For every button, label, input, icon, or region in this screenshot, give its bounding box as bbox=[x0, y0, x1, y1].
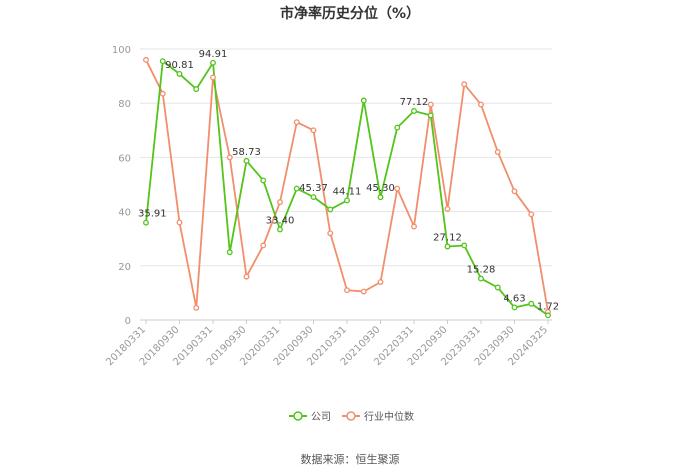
y-tick-label: 20 bbox=[118, 262, 131, 273]
data-point-company[interactable] bbox=[478, 275, 484, 282]
data-label: 35.91 bbox=[138, 209, 167, 220]
y-tick-label: 40 bbox=[118, 208, 131, 219]
data-point-company[interactable] bbox=[327, 206, 334, 213]
data-point-industry-median[interactable] bbox=[344, 287, 350, 294]
data-point-company[interactable] bbox=[344, 197, 350, 204]
data-point-company[interactable] bbox=[461, 242, 468, 249]
data-point-company[interactable] bbox=[528, 300, 535, 307]
y-tick-label: 80 bbox=[118, 99, 131, 110]
data-point-industry-median[interactable] bbox=[427, 101, 434, 108]
data-point-industry-median[interactable] bbox=[210, 74, 216, 81]
y-axis: 0 20 40 60 80 100 bbox=[112, 45, 131, 327]
data-point-company[interactable] bbox=[377, 194, 384, 201]
legend-label: 行业中位数 bbox=[364, 410, 414, 423]
data-point-industry-median[interactable] bbox=[461, 81, 468, 88]
data-label: 58.73 bbox=[232, 147, 261, 158]
y-tick-label: 60 bbox=[118, 153, 131, 164]
data-point-company[interactable] bbox=[545, 312, 551, 319]
data-point-industry-median[interactable] bbox=[394, 185, 401, 192]
data-label: 45.37 bbox=[299, 183, 328, 194]
data-point-industry-median[interactable] bbox=[478, 101, 484, 108]
data-point-industry-median[interactable] bbox=[494, 149, 501, 155]
data-point-company[interactable] bbox=[511, 304, 518, 311]
data-point-company[interactable] bbox=[176, 70, 183, 77]
legend[interactable]: 公司 行业中位数 bbox=[289, 410, 414, 423]
data-point-industry-median[interactable] bbox=[360, 288, 367, 295]
data-labels: 35.91 90.81 94.91 58.73 33.40 45.37 44.11 45.30… bbox=[138, 49, 559, 313]
data-label: 45.30 bbox=[366, 183, 395, 194]
grid-lines bbox=[140, 48, 552, 321]
data-point-industry-median[interactable] bbox=[411, 223, 417, 230]
data-point-industry-median[interactable] bbox=[193, 304, 200, 311]
legend-item-company[interactable]: 公司 bbox=[289, 411, 331, 423]
legend-label: 公司 bbox=[311, 412, 331, 423]
data-point-industry-median[interactable] bbox=[176, 219, 183, 226]
data-point-company[interactable] bbox=[310, 194, 317, 200]
legend-item-industry-median[interactable]: 行业中位数 bbox=[342, 410, 414, 423]
data-point-industry-median[interactable] bbox=[226, 154, 233, 161]
data-label: 77.12 bbox=[400, 97, 429, 108]
data-point-industry-median[interactable] bbox=[293, 119, 300, 126]
data-point-company[interactable] bbox=[193, 86, 200, 93]
source-note: 数据来源：恒生聚源 bbox=[301, 452, 400, 466]
data-point-industry-median[interactable] bbox=[143, 56, 149, 63]
data-point-company[interactable] bbox=[427, 112, 434, 119]
data-point-industry-median[interactable] bbox=[511, 188, 518, 195]
data-point-industry-median[interactable] bbox=[444, 205, 451, 212]
legend-marker bbox=[346, 411, 356, 421]
data-point-industry-median[interactable] bbox=[159, 90, 166, 97]
x-axis: 2018033120180930201903312019093020200331… bbox=[104, 319, 552, 368]
data-point-industry-median[interactable] bbox=[327, 230, 334, 237]
data-point-company[interactable] bbox=[444, 243, 451, 250]
data-point-industry-median[interactable] bbox=[310, 127, 317, 134]
data-point-industry-median[interactable] bbox=[277, 199, 283, 206]
y-tick-label: 0 bbox=[125, 316, 131, 327]
series-points bbox=[143, 56, 551, 319]
data-point-industry-median[interactable] bbox=[528, 211, 535, 218]
data-point-company[interactable] bbox=[210, 59, 216, 66]
data-point-company[interactable] bbox=[411, 108, 417, 114]
data-point-company[interactable] bbox=[243, 157, 250, 164]
data-point-company[interactable] bbox=[226, 249, 233, 256]
data-point-company[interactable] bbox=[143, 219, 149, 226]
y-tick-label: 100 bbox=[112, 45, 131, 56]
data-point-company[interactable] bbox=[360, 97, 367, 104]
data-point-company[interactable] bbox=[293, 185, 300, 192]
data-point-industry-median[interactable] bbox=[243, 273, 250, 280]
data-label: 27.12 bbox=[433, 233, 462, 244]
data-label: 15.28 bbox=[467, 265, 496, 276]
legend-marker bbox=[293, 411, 303, 421]
data-point-industry-median[interactable] bbox=[377, 279, 384, 286]
data-label: 33.40 bbox=[266, 215, 295, 226]
data-point-company[interactable] bbox=[159, 58, 166, 65]
data-point-company[interactable] bbox=[394, 124, 401, 131]
data-point-company[interactable] bbox=[260, 177, 267, 184]
data-point-company[interactable] bbox=[494, 284, 501, 291]
data-point-industry-median[interactable] bbox=[260, 242, 267, 249]
data-label: 90.81 bbox=[165, 60, 194, 71]
data-point-company[interactable] bbox=[277, 226, 283, 233]
data-label: 4.63 bbox=[503, 293, 525, 304]
data-label: 44.11 bbox=[333, 186, 362, 197]
data-label: 94.91 bbox=[199, 49, 228, 60]
data-label: 1.72 bbox=[537, 301, 559, 312]
chart-title: 市净率历史分位（%） bbox=[280, 5, 420, 22]
